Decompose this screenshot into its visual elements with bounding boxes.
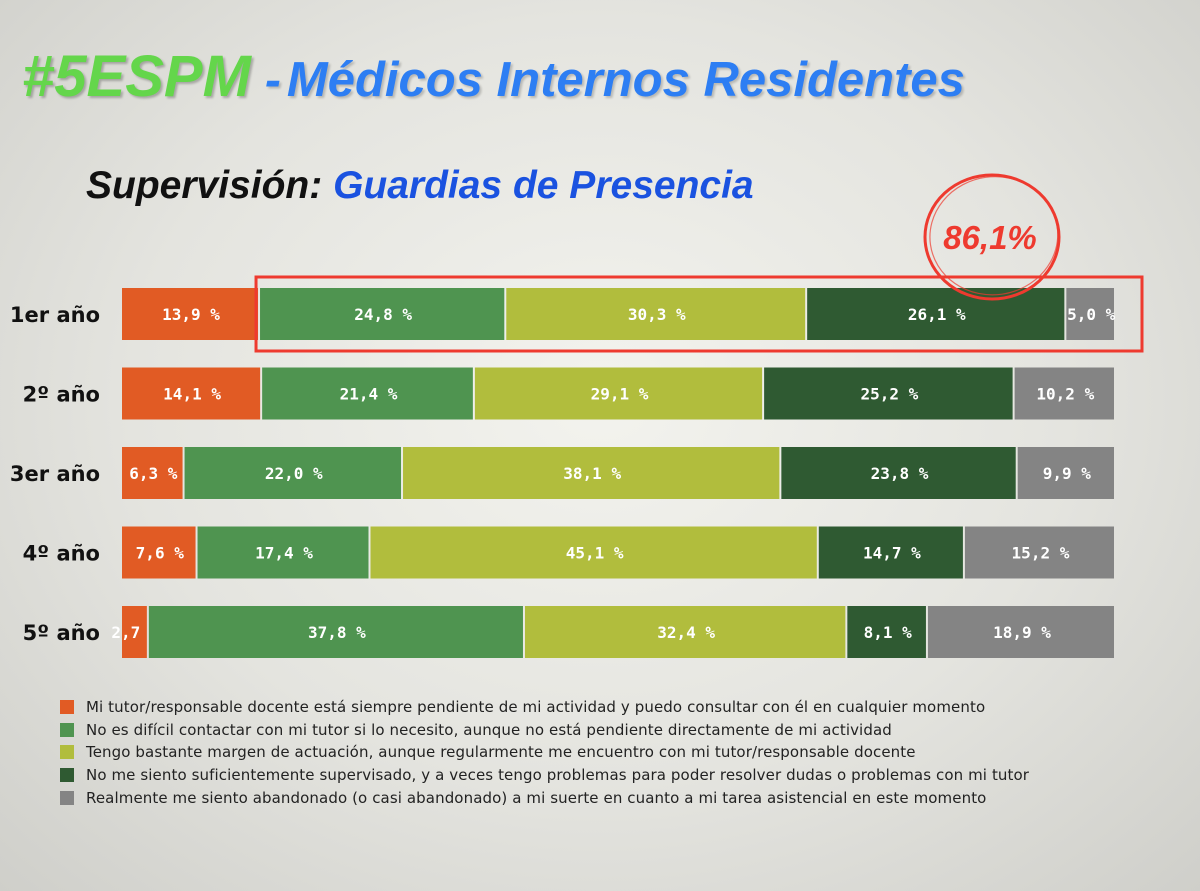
legend-label: No es difícil contactar con mi tutor si … <box>86 720 892 739</box>
annotation-stamp: 86,1% <box>923 173 1061 301</box>
data-label: 5,0 % <box>1067 305 1116 324</box>
bar-segment <box>1017 447 1114 499</box>
bar-segment <box>764 367 1013 420</box>
bar-segment <box>818 526 963 579</box>
data-label: 2,7 % <box>111 623 160 642</box>
bar-segment <box>847 606 926 658</box>
bar-segment <box>122 606 147 658</box>
data-label: 18,9 % <box>993 623 1051 642</box>
bar-segment <box>474 367 763 420</box>
bar-segment <box>370 526 817 579</box>
bar-segment <box>122 447 183 499</box>
bar-segment <box>260 288 505 340</box>
legend-swatch <box>60 722 74 737</box>
data-label: 37,8 % <box>308 623 366 642</box>
data-label: 17,4 % <box>255 544 313 563</box>
bar-segment <box>506 288 806 340</box>
chart-subtitle: Supervisión: Guardias de Presencia <box>86 166 754 205</box>
category-label: 4º año <box>23 542 100 566</box>
data-label: 25,2 % <box>860 385 918 404</box>
annotation-circle-inner <box>929 176 1059 296</box>
bar-segment <box>524 606 846 658</box>
title-text: Médicos Internos Residentes <box>286 53 965 107</box>
subtitle-main: Guardias de Presencia <box>333 164 754 207</box>
legend-item: Realmente me siento abandonado (o casi a… <box>60 786 1180 809</box>
category-label: 1er año <box>10 303 100 327</box>
bar-segment <box>262 367 473 420</box>
bar-segment <box>1066 288 1114 340</box>
legend-label: Tengo bastante margen de actuación, aunq… <box>86 743 916 762</box>
legend-item: No me siento suficientemente supervisado… <box>60 764 1180 787</box>
data-label: 26,1 % <box>908 305 966 324</box>
legend-swatch <box>60 745 74 760</box>
legend-label: Mi tutor/responsable docente está siempr… <box>86 698 986 717</box>
data-label: 32,4 % <box>657 623 715 642</box>
data-label: 14,1 % <box>163 385 221 404</box>
bar-segment <box>403 447 780 499</box>
bar-segment <box>122 367 261 420</box>
category-label: 5º año <box>23 621 100 645</box>
legend-item: No es difícil contactar con mi tutor si … <box>60 719 1180 742</box>
data-label: 9,9 % <box>1043 464 1092 483</box>
bars-group: 1er año 13,9 % 24,8 % 30,3 % 26,1 % 5,0 % 2º a… <box>10 288 1116 658</box>
data-label: 29,1 % <box>591 385 649 404</box>
legend-swatch <box>60 768 74 783</box>
bar-segment <box>197 526 369 579</box>
data-label: 22,0 % <box>265 464 323 483</box>
legend-item: Mi tutor/responsable docente está siempr… <box>60 696 1180 719</box>
data-label: 30,3 % <box>628 305 686 324</box>
hashtag-text: #5ESPM <box>22 44 251 109</box>
data-label: 8,1 % <box>864 623 913 642</box>
data-label: 15,2 % <box>1012 544 1070 563</box>
bar-segment <box>1014 367 1114 420</box>
data-label: 7,6 % <box>136 544 185 563</box>
legend-swatch <box>60 700 74 715</box>
legend-swatch <box>60 790 74 805</box>
data-label: 45,1 % <box>566 544 624 563</box>
highlight-box <box>254 275 1144 353</box>
chart-legend: Mi tutor/responsable docente está siempr… <box>60 696 1180 809</box>
bar-segment <box>927 606 1114 658</box>
data-label: 38,1 % <box>563 464 621 483</box>
bar-segment <box>148 606 523 658</box>
bar-segment <box>964 526 1114 579</box>
bar-segment <box>184 447 402 499</box>
data-label: 24,8 % <box>354 305 412 324</box>
bar-segment <box>122 526 196 579</box>
subtitle-prefix: Supervisión: <box>86 164 323 207</box>
legend-label: No me siento suficientemente supervisado… <box>86 766 1030 785</box>
category-label: 3er año <box>10 462 100 486</box>
slide-title: #5ESPM - Médicos Internos Residentes <box>22 48 965 106</box>
data-label: 21,4 % <box>340 385 398 404</box>
bar-segment <box>122 288 259 340</box>
category-label: 2º año <box>23 383 100 407</box>
data-label: 6,3 % <box>129 464 178 483</box>
bar-segment <box>781 447 1016 499</box>
data-label: 23,8 % <box>871 464 929 483</box>
legend-item: Tengo bastante margen de actuación, aunq… <box>60 741 1180 764</box>
data-label: 10,2 % <box>1036 385 1094 404</box>
bar-segment <box>807 288 1065 340</box>
data-label: 14,7 % <box>863 544 921 563</box>
annotation-text: 86,1% <box>943 219 1037 256</box>
legend-label: Realmente me siento abandonado (o casi a… <box>86 788 987 807</box>
annotation-circle <box>923 173 1061 301</box>
data-label: 13,9 % <box>162 305 220 324</box>
title-dash: - <box>264 54 281 107</box>
